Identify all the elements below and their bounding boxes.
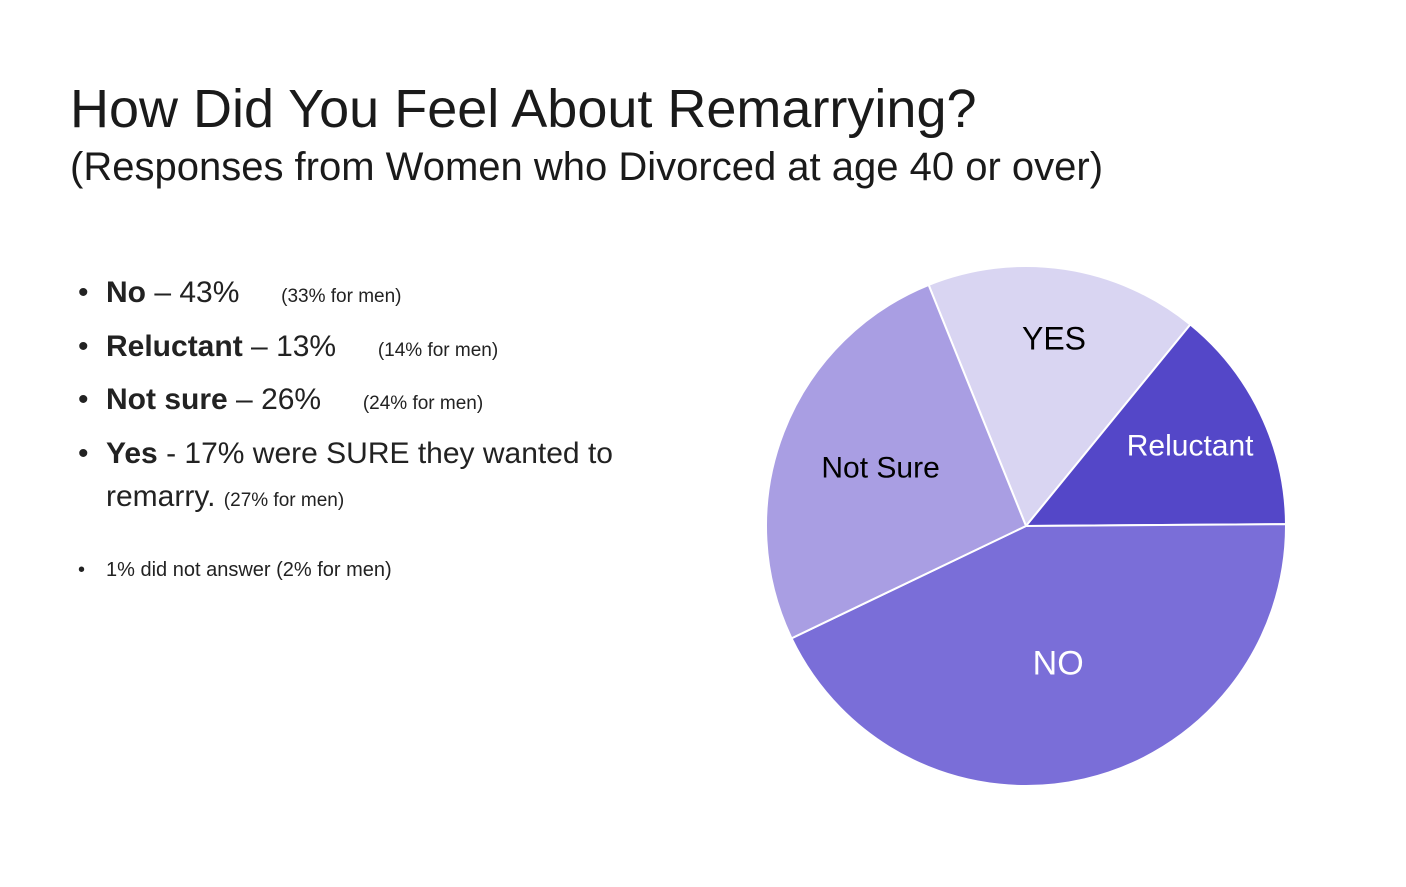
bullet-no-sep: –: [154, 276, 179, 309]
pie-slice-label: NO: [1033, 645, 1084, 683]
bullet-notsure-men: (24% for men): [363, 393, 483, 414]
bullet-reluctant-sep: –: [251, 330, 276, 363]
bullet-reluctant-value: 13%: [276, 330, 336, 363]
bullet-no: No – 43% (33% for men): [70, 271, 630, 315]
bullet-list: No – 43% (33% for men) Reluctant – 13% (…: [70, 271, 630, 519]
slide-title: How Did You Feel About Remarrying?: [70, 80, 1336, 139]
footnote: 1% did not answer (2% for men): [70, 559, 630, 582]
title-block: How Did You Feel About Remarrying? (Resp…: [70, 80, 1336, 191]
bullet-notsure-sep: –: [236, 383, 261, 416]
bullet-column: No – 43% (33% for men) Reluctant – 13% (…: [70, 241, 630, 582]
slide: How Did You Feel About Remarrying? (Resp…: [0, 0, 1406, 887]
bullet-no-men: (33% for men): [281, 286, 401, 307]
content-row: No – 43% (33% for men) Reluctant – 13% (…: [70, 241, 1336, 821]
bullet-no-gap: [248, 276, 273, 309]
pie-chart-container: YES Reluctant NO Not Sure: [716, 241, 1336, 821]
pie-group: YES Reluctant NO Not Sure: [766, 266, 1286, 786]
bullet-notsure-value: 26%: [261, 383, 321, 416]
slide-subtitle: (Responses from Women who Divorced at ag…: [70, 143, 1336, 191]
bullet-reluctant: Reluctant – 13% (14% for men): [70, 325, 630, 369]
bullet-no-label: No: [106, 276, 146, 309]
pie-chart: YES Reluctant NO Not Sure: [726, 241, 1326, 821]
bullet-notsure: Not sure – 26% (24% for men): [70, 378, 630, 422]
bullet-reluctant-label: Reluctant: [106, 330, 243, 363]
footnote-list: 1% did not answer (2% for men): [70, 559, 630, 582]
bullet-notsure-gap: [329, 383, 354, 416]
bullet-no-value: 43%: [179, 276, 239, 309]
bullet-reluctant-gap: [344, 330, 369, 363]
bullet-notsure-label: Not sure: [106, 383, 228, 416]
bullet-yes-label: Yes: [106, 437, 158, 470]
bullet-yes-sep: -: [166, 437, 184, 470]
pie-slice-label: Not Sure: [821, 452, 939, 485]
bullet-yes: Yes - 17% were SURE they wanted to remar…: [70, 432, 630, 519]
pie-slice-label: Reluctant: [1127, 430, 1254, 463]
pie-slice-label: YES: [1022, 321, 1086, 357]
bullet-yes-men: (27% for men): [224, 490, 344, 511]
bullet-reluctant-men: (14% for men): [378, 340, 498, 361]
